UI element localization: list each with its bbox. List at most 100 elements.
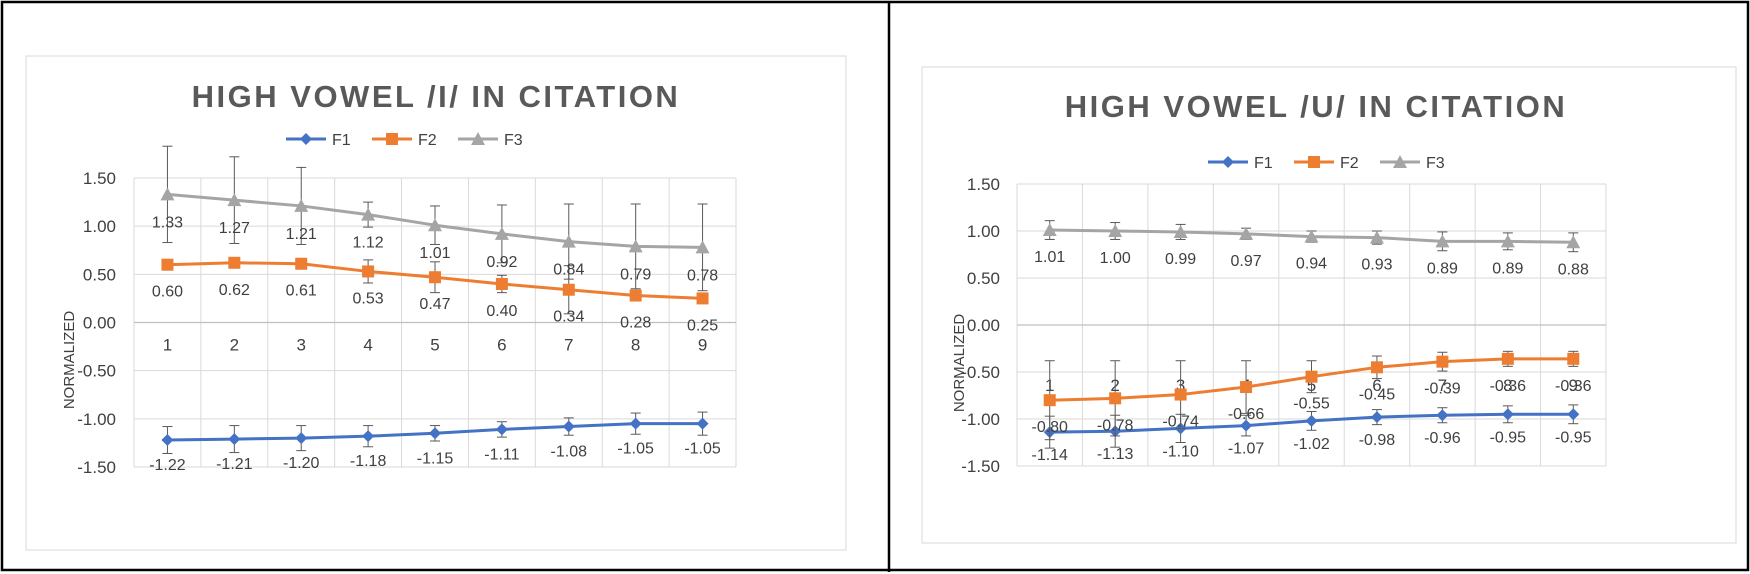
data-label: 0.61 <box>286 283 317 300</box>
legend-marker <box>471 132 485 145</box>
data-label: -1.10 <box>1162 443 1199 460</box>
data-point-square <box>562 283 575 296</box>
series-group: -1.14 -1.13 -1.10 -1.07 -1.02 -0.98 -0.96 -0.95… <box>1031 220 1592 464</box>
legend: F1 F2 F3 <box>1208 155 1445 172</box>
chart-high-vowel-u: HIGH VOWEL /U/ IN CITATION NORMALIZED F1… <box>921 66 1737 544</box>
data-label: 0.34 <box>553 309 584 326</box>
data-label: 0.94 <box>1296 256 1327 273</box>
data-point-diamond <box>495 423 508 436</box>
data-label: -0.66 <box>1228 406 1265 423</box>
series-group: -1.22 -1.21 -1.20 -1.18 -1.15 -1.11 -1.08 -1.05… <box>149 145 721 474</box>
data-label: -1.02 <box>1293 436 1330 453</box>
data-point-diamond <box>429 427 441 440</box>
data-label: 0.97 <box>1230 253 1261 270</box>
data-point-triangle <box>227 193 242 207</box>
data-point-square <box>1043 394 1056 407</box>
legend-item-f3: F3 <box>458 132 523 149</box>
data-label: 0.84 <box>553 262 584 279</box>
data-point-square <box>696 292 709 305</box>
y-tick-label: 1.50 <box>967 175 1000 194</box>
data-label: -0.96 <box>1424 430 1461 447</box>
legend-item-f1: F1 <box>1208 155 1273 172</box>
y-axis-label: NORMALIZED <box>61 311 78 410</box>
legend-marker <box>386 133 398 145</box>
data-point-triangle <box>695 240 710 254</box>
data-label: -0.36 <box>1490 378 1527 395</box>
data-label: -0.36 <box>1555 378 1592 395</box>
data-label: -1.07 <box>1228 441 1265 458</box>
data-label: -1.05 <box>684 441 721 458</box>
legend: F1 F2 F3 <box>286 132 523 149</box>
data-label: 0.78 <box>687 267 718 284</box>
data-point-triangle <box>1173 224 1188 238</box>
x-tick-label: 5 <box>430 336 439 355</box>
x-tick-label: 6 <box>1372 376 1381 395</box>
data-point-square <box>295 257 308 270</box>
x-tick-label: 7 <box>1438 376 1447 395</box>
data-point-diamond <box>228 433 241 446</box>
chart-area-border <box>921 66 1737 544</box>
data-point-square <box>161 258 174 271</box>
data-label: 0.92 <box>486 254 517 271</box>
legend-marker <box>300 133 312 145</box>
data-point-square <box>1436 355 1449 368</box>
data-label: -0.95 <box>1555 429 1592 446</box>
data-point-triangle <box>1239 226 1254 240</box>
legend-item-f2: F2 <box>372 132 437 149</box>
legend-label: F2 <box>418 132 437 149</box>
data-point-square <box>1567 352 1580 365</box>
data-point-diamond <box>629 417 642 430</box>
x-tick-label: 2 <box>230 336 239 355</box>
series-f1: -1.22 -1.21 -1.20 -1.18 -1.15 -1.11 -1.08 -1.05… <box>149 411 721 474</box>
series-f3: 1.33 1.27 1.21 1.12 1.01 0.92 0.84 0.79 0.78 <box>152 145 718 292</box>
y-tick-label: -0.50 <box>961 363 1000 382</box>
data-point-triangle <box>1042 223 1057 237</box>
data-point-square <box>228 256 241 269</box>
data-label: 0.89 <box>1492 260 1523 277</box>
x-tick-label: 9 <box>698 336 707 355</box>
data-label: 1.01 <box>1034 249 1065 266</box>
legend-label: F1 <box>1254 155 1273 172</box>
data-point-diamond <box>161 434 174 447</box>
data-label: -0.45 <box>1359 386 1396 403</box>
data-point-triangle <box>1108 224 1123 237</box>
chart-high-vowel-i: HIGH VOWEL /I/ IN CITATION NORMALIZED F1… <box>25 55 847 551</box>
x-tick-label: 3 <box>296 336 305 355</box>
data-point-triangle <box>1500 234 1515 248</box>
data-point-square <box>1174 388 1187 401</box>
y-tick-label: -1.00 <box>961 410 1000 429</box>
data-point-square <box>495 277 508 290</box>
legend-label: F3 <box>1426 155 1445 172</box>
chart-title: HIGH VOWEL /U/ IN CITATION <box>1065 89 1567 124</box>
data-label: -1.08 <box>551 444 588 461</box>
data-label: 0.79 <box>620 266 651 283</box>
data-label: -1.22 <box>149 457 186 474</box>
x-tick-label: 4 <box>363 336 372 355</box>
data-point-diamond <box>1305 414 1318 427</box>
data-point-triangle <box>1304 229 1319 243</box>
data-label: -0.80 <box>1031 419 1068 436</box>
data-label: 1.33 <box>152 214 183 231</box>
data-point-triangle <box>1435 234 1450 248</box>
data-label: -1.15 <box>417 450 454 467</box>
x-tick-label: 7 <box>564 336 573 355</box>
data-label: -1.05 <box>617 441 654 458</box>
data-point-diamond <box>362 430 375 443</box>
axes: 1.50 1.00 0.50 0.00 -0.50 -1.00 -1.50 1 2 3 4 5 6 7 8 9 <box>77 169 736 477</box>
data-point-square <box>1305 370 1318 383</box>
y-tick-label: -1.50 <box>77 458 116 477</box>
data-point-triangle <box>561 234 576 248</box>
data-label: -0.74 <box>1162 414 1199 431</box>
data-label: 0.60 <box>152 284 183 301</box>
x-tick-label: 1 <box>163 336 172 355</box>
data-label: 0.62 <box>219 282 250 299</box>
data-point-triangle <box>428 218 442 232</box>
data-point-triangle <box>628 239 643 253</box>
legend-marker <box>1308 156 1320 168</box>
data-label: 0.93 <box>1361 257 1392 274</box>
data-point-triangle <box>160 187 175 201</box>
data-point-square <box>629 289 642 302</box>
data-point-diamond <box>1370 411 1383 424</box>
data-label: 1.00 <box>1100 250 1131 267</box>
y-tick-label: -1.50 <box>961 457 1000 476</box>
